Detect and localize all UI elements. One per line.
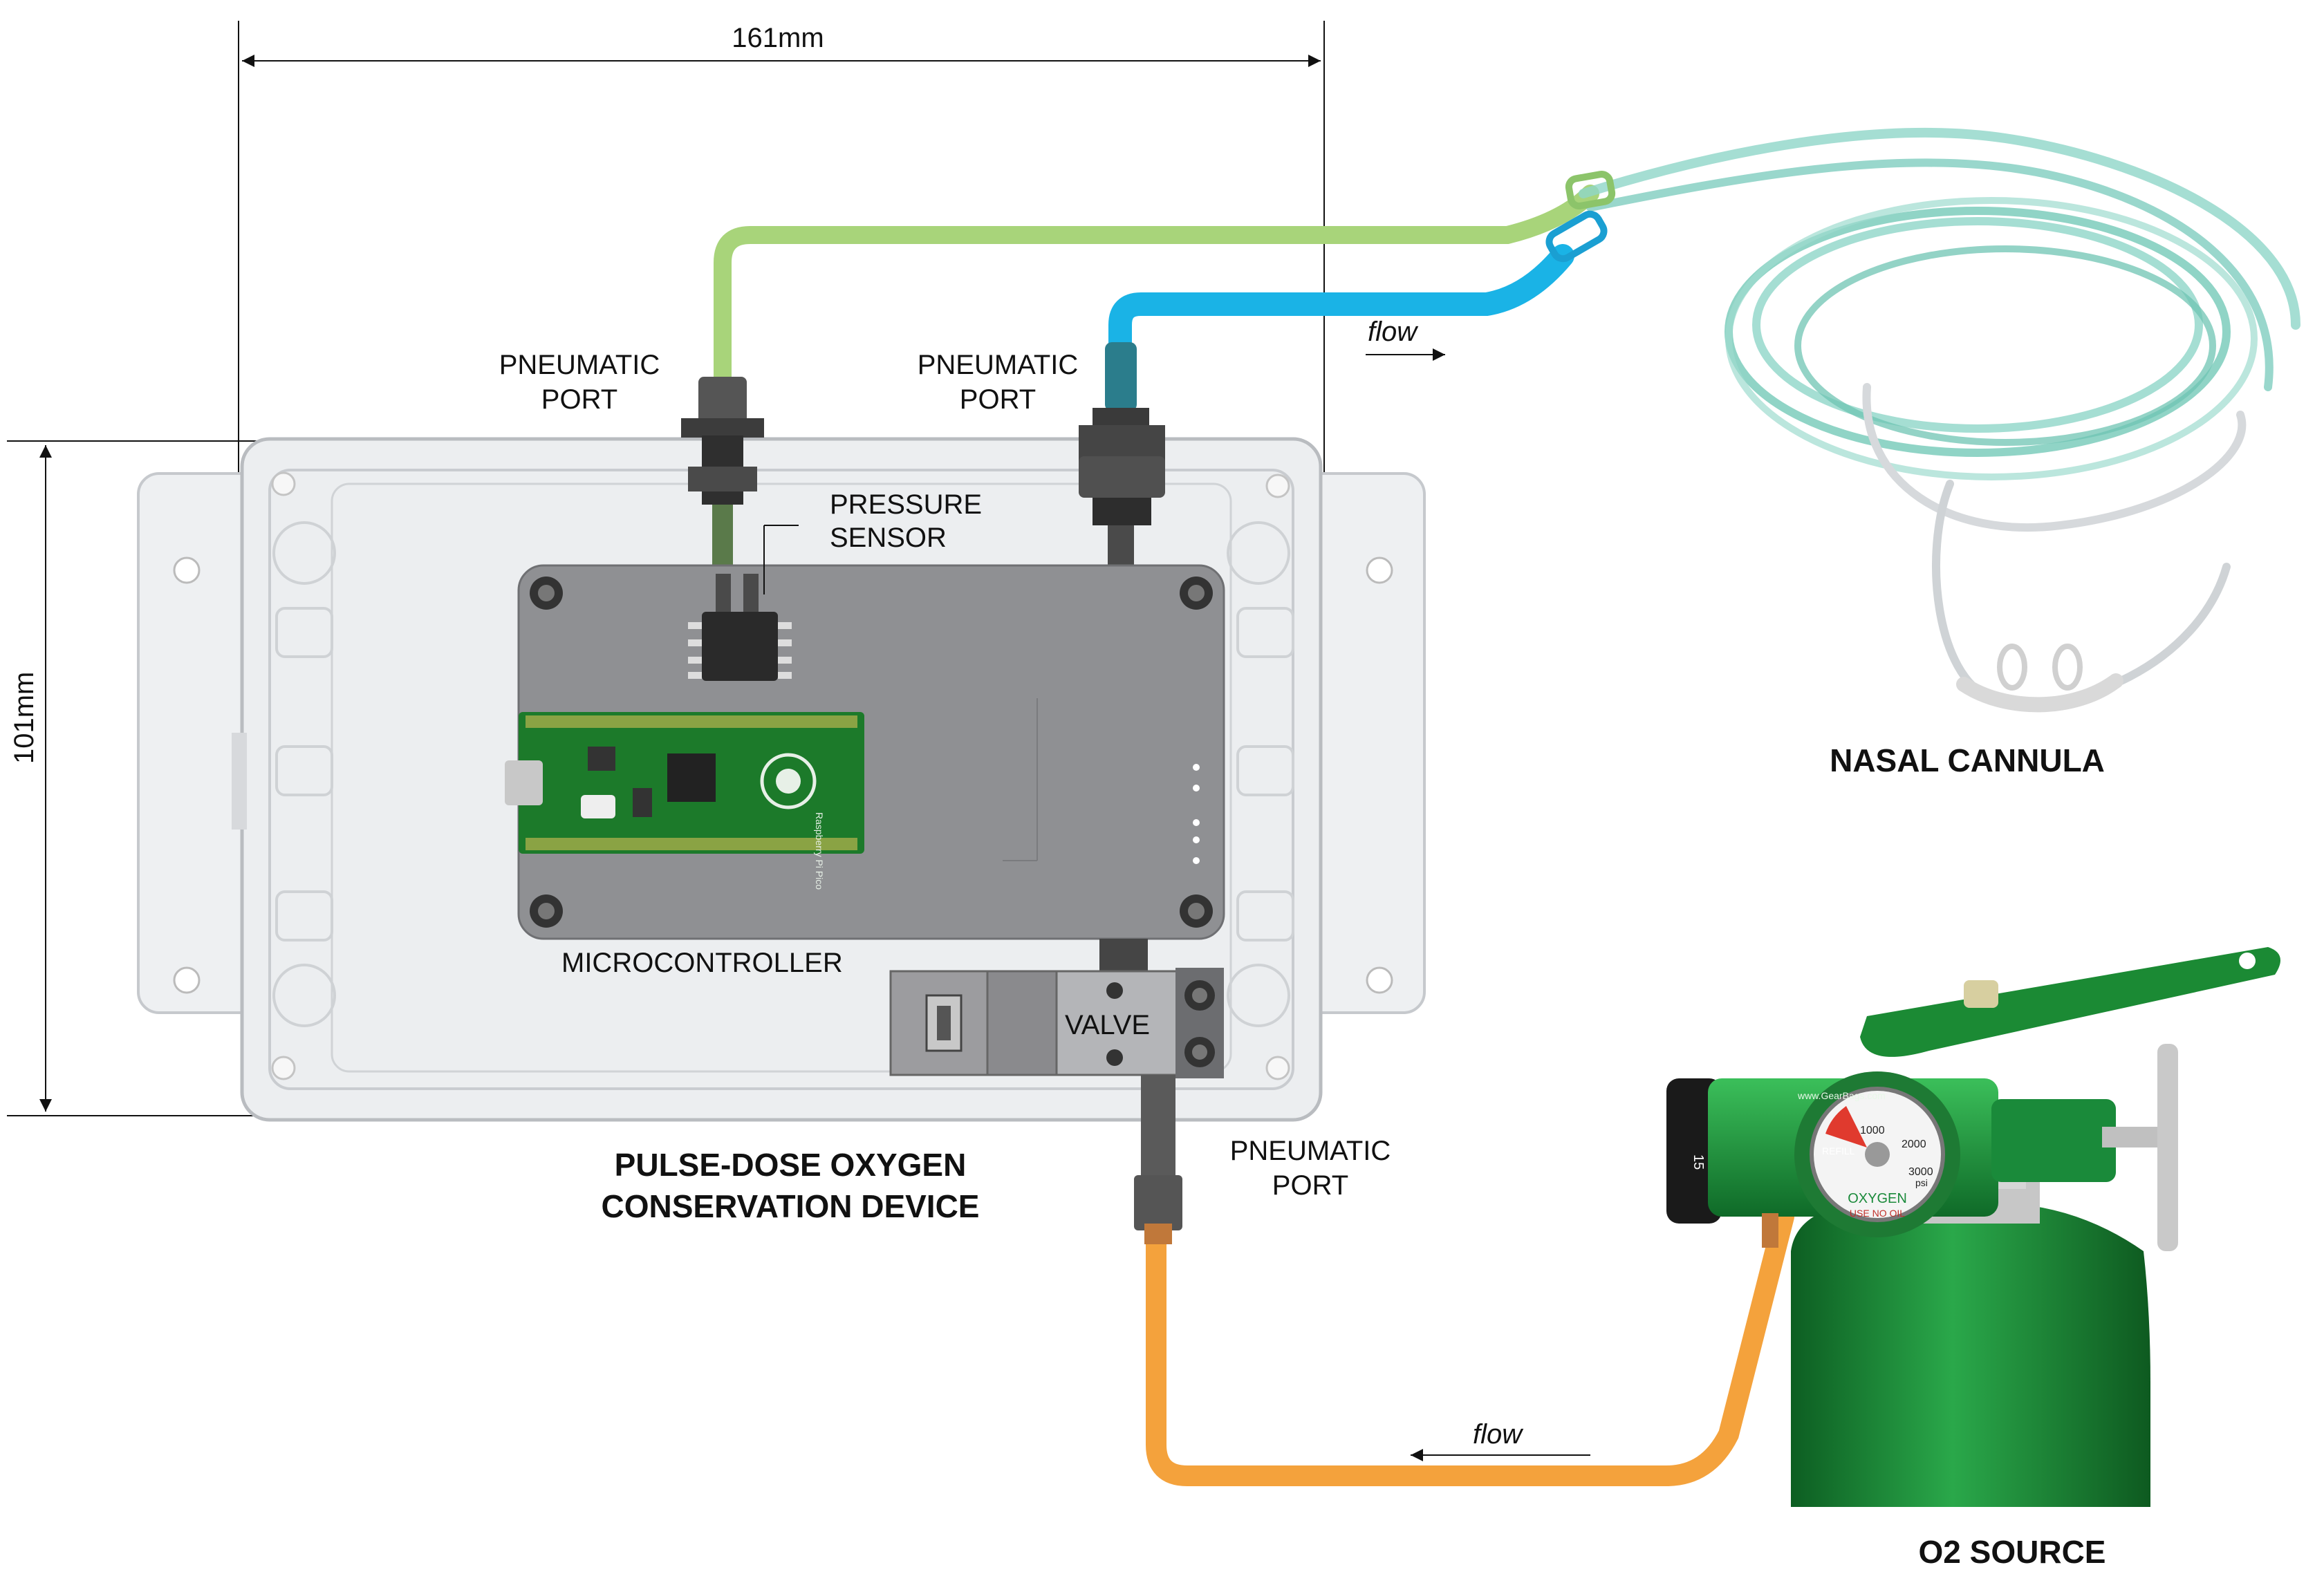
device-title-line1: PULSE-DOSE OXYGEN bbox=[614, 1147, 967, 1183]
flow-label-bottom: flow bbox=[1473, 1419, 1523, 1450]
oxygen-regulator bbox=[1666, 947, 2280, 1251]
pressure-sensor-line1: PRESSURE bbox=[830, 489, 983, 520]
pico-label: Raspberry Pi Pico bbox=[814, 812, 825, 890]
pressure-sensor bbox=[688, 574, 792, 681]
nasal-cannula-label: NASAL CANNULA bbox=[1830, 742, 2105, 778]
gauge-oxygen-text: OXYGEN bbox=[1848, 1191, 1907, 1206]
width-dimension-label: 161mm bbox=[732, 23, 824, 53]
port-bottom-line2: PORT bbox=[1272, 1170, 1349, 1201]
brand-text: www.GearBags.com bbox=[1797, 1090, 1886, 1101]
port-left-line2: PORT bbox=[541, 384, 618, 415]
device-title-line2: CONSERVATION DEVICE bbox=[601, 1188, 980, 1224]
gauge-1000-text: 1000 bbox=[1860, 1125, 1885, 1136]
port-right-line1: PNEUMATIC bbox=[917, 350, 1079, 380]
valve-assembly bbox=[889, 939, 1224, 1244]
microcontroller-label: MICROCONTROLLER bbox=[561, 948, 843, 978]
pneumatic-port-right-fitting bbox=[1079, 342, 1165, 567]
pressure-sensor-line2: SENSOR bbox=[830, 523, 947, 553]
source-tube bbox=[1146, 1206, 1794, 1486]
dial-number-text: 15 bbox=[1691, 1154, 1706, 1170]
nasal-cannula bbox=[1545, 127, 2300, 713]
pneumatic-port-left-fitting bbox=[681, 377, 764, 574]
raspberry-pi-pico bbox=[505, 712, 864, 854]
gauge-3000-text: 3000 bbox=[1908, 1166, 1933, 1178]
supply-tube bbox=[1108, 244, 1574, 364]
width-dimension bbox=[238, 21, 1325, 505]
gauge-refill-text: REFILL bbox=[1822, 1145, 1855, 1156]
height-dimension-label: 101mm bbox=[9, 671, 39, 764]
valve-label: VALVE bbox=[1065, 1010, 1151, 1040]
gauge-2000-text: 2000 bbox=[1902, 1139, 1926, 1150]
port-bottom-line1: PNEUMATIC bbox=[1229, 1136, 1391, 1166]
gauge-warning-text: USE NO OIL bbox=[1850, 1208, 1905, 1219]
port-left-line1: PNEUMATIC bbox=[499, 350, 660, 380]
o2-source-label: O2 SOURCE bbox=[1918, 1534, 2106, 1570]
sense-tube bbox=[714, 185, 1599, 617]
port-right-line2: PORT bbox=[959, 384, 1036, 415]
flow-label-top: flow bbox=[1368, 317, 1417, 347]
gauge-psi-text: psi bbox=[1915, 1177, 1928, 1188]
